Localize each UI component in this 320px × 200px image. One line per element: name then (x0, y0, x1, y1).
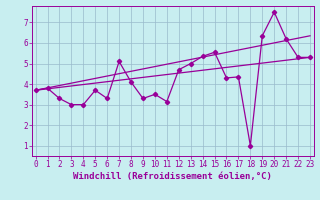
X-axis label: Windchill (Refroidissement éolien,°C): Windchill (Refroidissement éolien,°C) (73, 172, 272, 181)
